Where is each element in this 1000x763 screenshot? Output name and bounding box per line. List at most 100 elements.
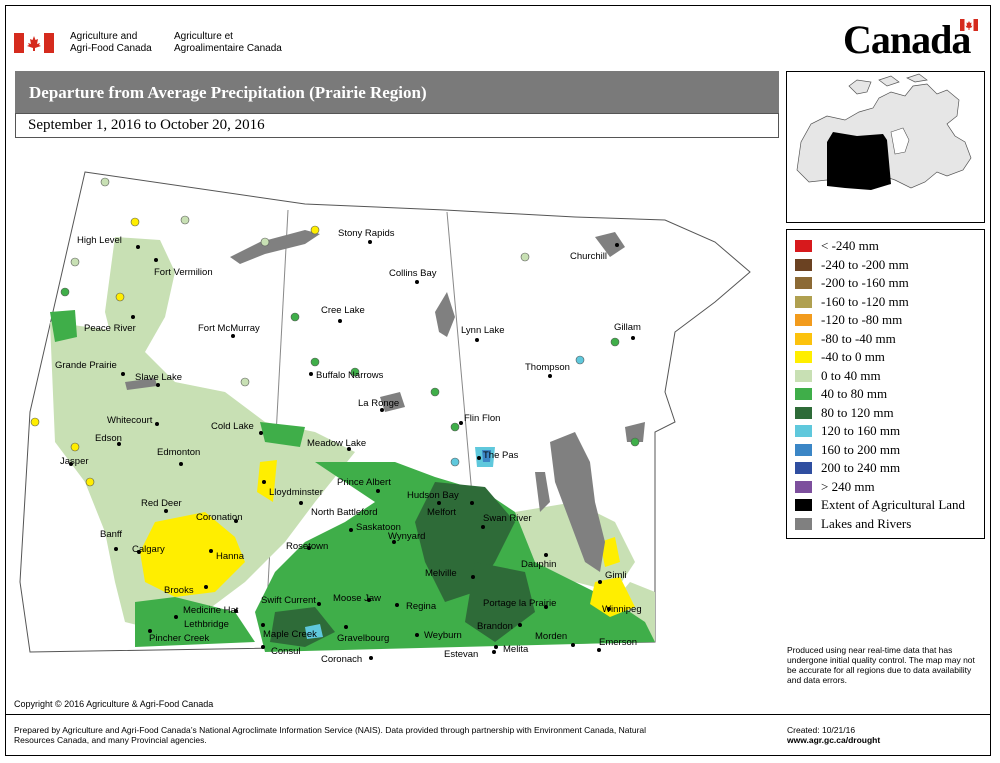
city-marker bbox=[262, 480, 266, 484]
city-label: Medicine Hat bbox=[183, 605, 239, 616]
city-label: Winnipeg bbox=[602, 604, 642, 615]
city-marker bbox=[367, 598, 371, 602]
data-quality-note: Produced using near real-time data that … bbox=[787, 645, 975, 685]
city-label: Saskatoon bbox=[356, 522, 401, 533]
city-marker bbox=[415, 633, 419, 637]
legend-swatch bbox=[795, 406, 812, 419]
legend-label: -120 to -80 mm bbox=[821, 312, 903, 327]
legend-label: -40 to 0 mm bbox=[821, 349, 885, 364]
city-marker bbox=[155, 422, 159, 426]
city-label: Hudson Bay bbox=[407, 490, 459, 501]
city-label: Portage la Prairie bbox=[483, 598, 556, 609]
city-marker bbox=[234, 609, 238, 613]
lake-lesser-slave bbox=[125, 378, 157, 390]
city-label: Melfort bbox=[427, 507, 456, 518]
city-marker bbox=[544, 605, 548, 609]
city-label: Estevan bbox=[444, 649, 478, 660]
city-label: Maple Creek bbox=[263, 629, 317, 640]
city-label: Meadow Lake bbox=[307, 438, 366, 449]
legend-label: -160 to -120 mm bbox=[821, 293, 909, 309]
legend-label: 80 to 120 mm bbox=[821, 404, 894, 420]
city-label: The Pas bbox=[483, 450, 519, 461]
city-label: Weyburn bbox=[424, 630, 462, 641]
city-marker bbox=[544, 553, 548, 557]
city-marker bbox=[307, 546, 311, 550]
city-labels: High Level Fort Vermilion Stony Rapids C… bbox=[55, 228, 642, 665]
city-marker bbox=[347, 447, 351, 451]
city-marker bbox=[459, 421, 463, 425]
city-marker bbox=[631, 336, 635, 340]
city-marker bbox=[174, 615, 178, 619]
city-marker bbox=[137, 550, 141, 554]
city-label: Peace River bbox=[84, 323, 136, 334]
city-label: Morden bbox=[535, 631, 567, 642]
city-marker bbox=[415, 280, 419, 284]
city-label: Coronach bbox=[321, 654, 362, 665]
city-label: Red Deer bbox=[141, 498, 182, 509]
city-marker bbox=[368, 240, 372, 244]
city-marker bbox=[470, 501, 474, 505]
city-marker bbox=[471, 575, 475, 579]
precip-zone-40-80 bbox=[135, 597, 255, 647]
city-label: Jasper bbox=[60, 456, 89, 467]
city-label: Whitecourt bbox=[107, 415, 153, 426]
city-marker bbox=[615, 243, 619, 247]
city-label: Slave Lake bbox=[135, 372, 182, 383]
city-label: Brandon bbox=[477, 621, 513, 632]
legend-swatch bbox=[795, 295, 812, 308]
canada-flag-icon bbox=[14, 33, 54, 53]
city-marker bbox=[492, 650, 496, 654]
city-marker bbox=[598, 580, 602, 584]
city-label: Cree Lake bbox=[321, 305, 365, 316]
date-range: September 1, 2016 to October 20, 2016 bbox=[28, 117, 265, 133]
city-marker bbox=[234, 519, 238, 523]
city-label: Lloydminster bbox=[269, 487, 323, 498]
lake-winnipeg bbox=[550, 432, 605, 572]
legend-swatch bbox=[795, 314, 812, 326]
city-marker bbox=[154, 258, 158, 262]
legend-swatch bbox=[795, 443, 812, 456]
city-marker bbox=[209, 549, 213, 553]
city-label: Brooks bbox=[164, 585, 194, 596]
city-marker bbox=[369, 656, 373, 660]
precip-zone-neg40-0 bbox=[257, 460, 277, 502]
city-label: Gillam bbox=[614, 322, 641, 333]
city-label: Rosetown bbox=[286, 541, 328, 552]
legend-swatch bbox=[795, 425, 812, 437]
city-marker bbox=[475, 338, 479, 342]
legend-label: Lakes and Rivers bbox=[821, 515, 912, 531]
city-marker bbox=[317, 602, 321, 606]
prairie-precipitation-map: High Level Fort Vermilion Stony Rapids C… bbox=[19, 171, 751, 665]
city-marker bbox=[231, 334, 235, 338]
created-info: Created: 10/21/16 www.agr.gc.ca/drought bbox=[787, 725, 880, 745]
legend-label: -240 to -200 mm bbox=[821, 256, 909, 272]
drought-url-link[interactable]: www.agr.gc.ca/drought bbox=[787, 735, 881, 745]
city-marker bbox=[179, 462, 183, 466]
lake-athabasca bbox=[230, 230, 320, 264]
canada-outline-icon bbox=[796, 73, 972, 190]
date-range-bar: September 1, 2016 to October 20, 2016 bbox=[15, 113, 779, 138]
city-label: Gimli bbox=[605, 570, 627, 581]
legend-label: -80 to -40 mm bbox=[821, 330, 896, 346]
legend-swatch bbox=[795, 462, 812, 474]
city-marker bbox=[136, 245, 140, 249]
precip-zone-80-120 bbox=[415, 482, 515, 602]
station-dots bbox=[30, 177, 640, 487]
city-marker bbox=[349, 528, 353, 532]
city-label: Moose Jaw bbox=[333, 593, 381, 604]
city-label: Calgary bbox=[132, 544, 165, 555]
page-frame bbox=[5, 5, 991, 756]
map-title: Departure from Average Precipitation (Pr… bbox=[29, 83, 427, 102]
city-label: Thompson bbox=[525, 362, 570, 373]
legend-swatch bbox=[795, 480, 812, 493]
city-marker bbox=[437, 501, 441, 505]
city-marker bbox=[114, 547, 118, 551]
city-label: Consul bbox=[271, 646, 301, 657]
precip-zone-160-200 bbox=[482, 450, 491, 462]
legend-label: 160 to 200 mm bbox=[821, 441, 901, 457]
city-label: Edmonton bbox=[157, 447, 200, 458]
city-marker bbox=[299, 501, 303, 505]
city-marker bbox=[148, 629, 152, 633]
city-label: Fort McMurray bbox=[198, 323, 260, 334]
precip-zone-0-40 bbox=[50, 322, 355, 632]
